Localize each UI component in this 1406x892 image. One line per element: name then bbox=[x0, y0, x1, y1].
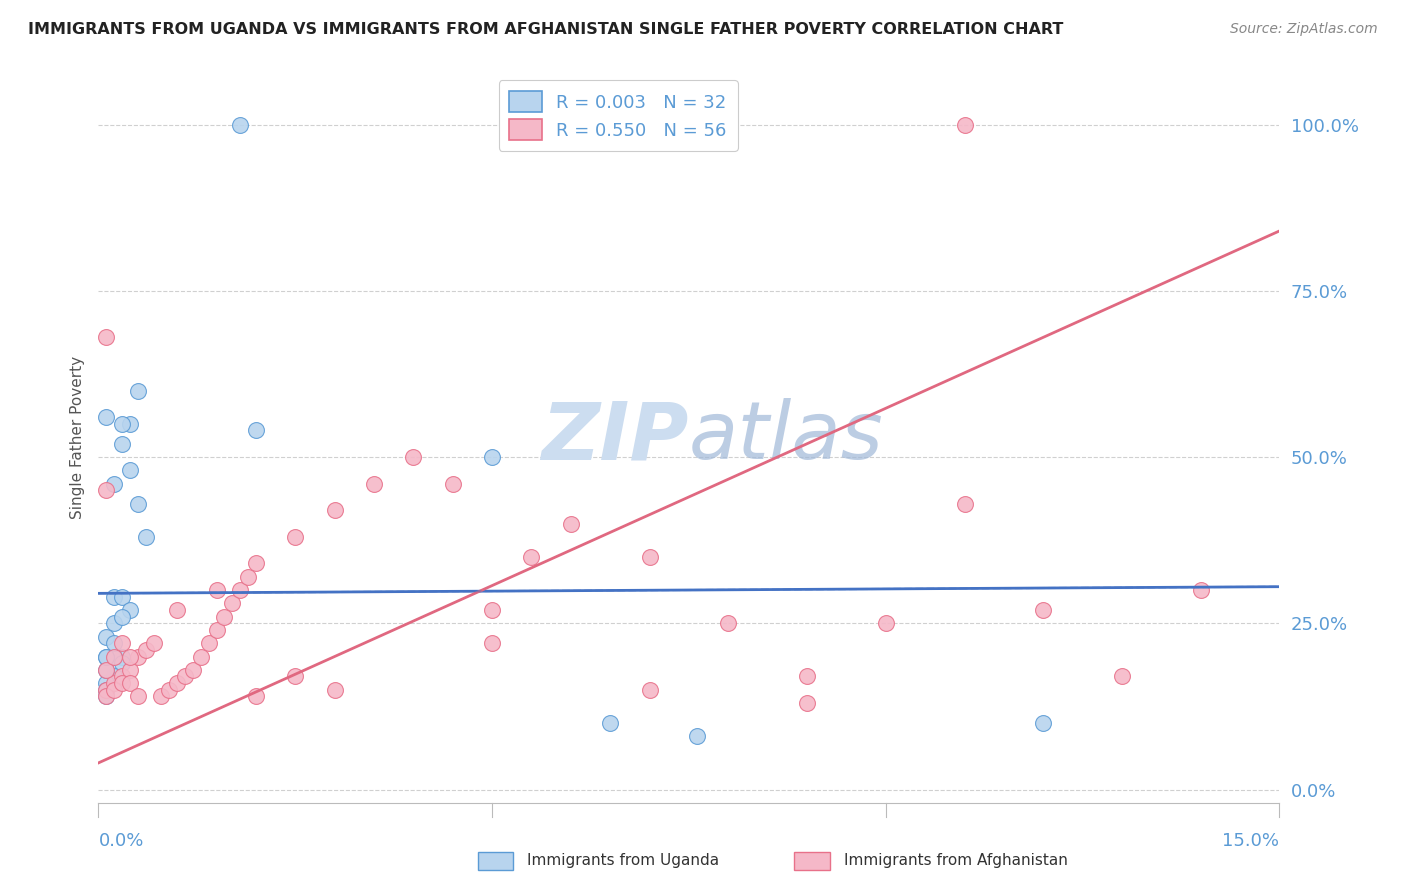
Point bbox=[135, 643, 157, 657]
Point bbox=[96, 690, 118, 704]
Point bbox=[1032, 603, 1054, 617]
Point bbox=[221, 596, 243, 610]
Point bbox=[103, 676, 125, 690]
Point bbox=[103, 649, 125, 664]
Point bbox=[953, 497, 976, 511]
Point bbox=[118, 649, 141, 664]
Point bbox=[363, 476, 385, 491]
Point bbox=[1032, 716, 1054, 731]
Point bbox=[245, 557, 267, 571]
Point bbox=[481, 636, 503, 650]
Point bbox=[96, 690, 118, 704]
Text: Immigrants from Uganda: Immigrants from Uganda bbox=[527, 854, 720, 868]
Point bbox=[103, 636, 125, 650]
Text: 0.0%: 0.0% bbox=[98, 832, 143, 850]
Point bbox=[127, 384, 149, 398]
Point bbox=[96, 410, 118, 425]
Point bbox=[127, 690, 149, 704]
Point bbox=[135, 530, 157, 544]
Point bbox=[323, 503, 346, 517]
Point bbox=[441, 476, 464, 491]
Point bbox=[96, 649, 118, 664]
Point bbox=[96, 649, 118, 664]
Point bbox=[118, 663, 141, 677]
Point bbox=[111, 669, 134, 683]
Point bbox=[96, 330, 118, 344]
Point bbox=[560, 516, 582, 531]
Point bbox=[127, 497, 149, 511]
Point bbox=[111, 636, 134, 650]
Point bbox=[190, 649, 212, 664]
Point bbox=[111, 436, 134, 450]
Point bbox=[150, 690, 173, 704]
Point bbox=[323, 682, 346, 697]
Point bbox=[103, 649, 125, 664]
Point bbox=[96, 682, 118, 697]
Point bbox=[686, 729, 709, 743]
Point bbox=[118, 603, 141, 617]
Point bbox=[205, 623, 228, 637]
Point bbox=[96, 676, 118, 690]
Point bbox=[638, 549, 661, 564]
Point bbox=[796, 696, 818, 710]
Text: atlas: atlas bbox=[689, 398, 884, 476]
Point bbox=[284, 669, 307, 683]
Point bbox=[229, 582, 252, 597]
Text: 15.0%: 15.0% bbox=[1222, 832, 1279, 850]
Point bbox=[229, 118, 252, 132]
Point bbox=[111, 649, 134, 664]
Point bbox=[875, 616, 897, 631]
Point bbox=[245, 424, 267, 438]
Point bbox=[96, 630, 118, 644]
Point bbox=[1111, 669, 1133, 683]
Point bbox=[103, 682, 125, 697]
Y-axis label: Single Father Poverty: Single Father Poverty bbox=[69, 356, 84, 518]
Point bbox=[181, 663, 204, 677]
Point bbox=[111, 417, 134, 431]
Point bbox=[284, 530, 307, 544]
Point bbox=[236, 570, 259, 584]
Text: Source: ZipAtlas.com: Source: ZipAtlas.com bbox=[1230, 22, 1378, 37]
Point bbox=[111, 609, 134, 624]
Point bbox=[96, 682, 118, 697]
Point bbox=[96, 483, 118, 498]
Point bbox=[599, 716, 621, 731]
Point bbox=[174, 669, 197, 683]
Point bbox=[214, 609, 236, 624]
Point bbox=[142, 636, 165, 650]
Point bbox=[96, 663, 118, 677]
Point bbox=[481, 603, 503, 617]
Text: Immigrants from Afghanistan: Immigrants from Afghanistan bbox=[844, 854, 1067, 868]
Point bbox=[520, 549, 543, 564]
Legend: R = 0.003   N = 32, R = 0.550   N = 56: R = 0.003 N = 32, R = 0.550 N = 56 bbox=[499, 80, 738, 151]
Point bbox=[103, 476, 125, 491]
Point bbox=[96, 663, 118, 677]
Point bbox=[127, 649, 149, 664]
Point bbox=[103, 616, 125, 631]
Point bbox=[717, 616, 740, 631]
Text: IMMIGRANTS FROM UGANDA VS IMMIGRANTS FROM AFGHANISTAN SINGLE FATHER POVERTY CORR: IMMIGRANTS FROM UGANDA VS IMMIGRANTS FRO… bbox=[28, 22, 1063, 37]
Point bbox=[796, 669, 818, 683]
Point bbox=[111, 590, 134, 604]
Text: ZIP: ZIP bbox=[541, 398, 689, 476]
Point bbox=[103, 669, 125, 683]
Point bbox=[118, 417, 141, 431]
Point bbox=[245, 690, 267, 704]
Point bbox=[166, 603, 188, 617]
Point bbox=[157, 682, 180, 697]
Point bbox=[118, 676, 141, 690]
Point bbox=[638, 682, 661, 697]
Point bbox=[111, 676, 134, 690]
Point bbox=[953, 118, 976, 132]
Point bbox=[166, 676, 188, 690]
Point bbox=[103, 590, 125, 604]
Point bbox=[402, 450, 425, 464]
Point bbox=[197, 636, 219, 650]
Point bbox=[118, 463, 141, 477]
Point bbox=[111, 656, 134, 670]
Point bbox=[481, 450, 503, 464]
Point bbox=[1189, 582, 1212, 597]
Point bbox=[205, 582, 228, 597]
